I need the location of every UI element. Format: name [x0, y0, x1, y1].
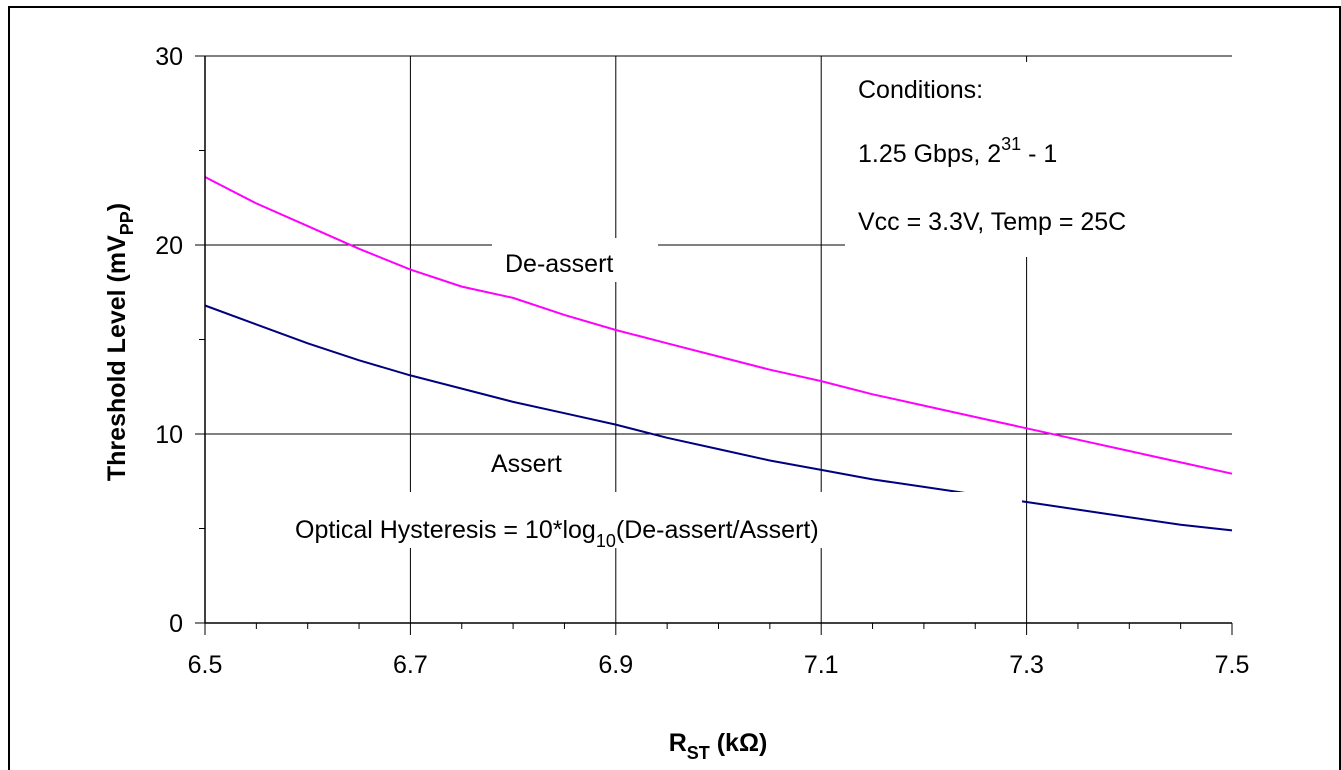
- x-axis-title: RST (kΩ): [669, 729, 768, 763]
- hysteresis-formula: Optical Hysteresis = 10*log10(De-assert/…: [295, 516, 819, 551]
- y-tick-label: 30: [155, 43, 183, 71]
- y-tick-label: 0: [169, 610, 183, 638]
- y-tick-label: 20: [155, 232, 183, 260]
- series-layer: [204, 176, 1233, 532]
- hysteresis-formula-end: (De-assert/Assert): [616, 516, 819, 544]
- axes: [195, 55, 1233, 635]
- x-tick-label: 7.5: [1215, 651, 1250, 679]
- hysteresis-formula-main: Optical Hysteresis = 10*log: [295, 516, 596, 544]
- x-axis-title-sub: ST: [687, 743, 710, 763]
- y-axis-title: Threshold Level (mVPP): [103, 203, 137, 481]
- conditions-title: Conditions:: [858, 76, 983, 104]
- series-line-assert: [204, 304, 1233, 532]
- y-axis-title-sub: PP: [117, 211, 137, 235]
- tick-labels: 6.5 6.7 6.9 7.1 7.3 7.5 0 10 20 30: [155, 43, 1249, 679]
- y-axis-title-main: Threshold Level (mV: [103, 235, 131, 481]
- x-tick-label: 6.5: [188, 651, 223, 679]
- conditions-rate: 1.25 Gbps, 231 - 1: [858, 134, 1057, 168]
- chart-frame: [8, 6, 1341, 770]
- assert-label: Assert: [491, 450, 562, 478]
- hysteresis-box: [284, 492, 1022, 548]
- x-tick-label: 7.1: [804, 651, 839, 679]
- y-tick-label: 10: [155, 421, 183, 449]
- x-tick-label: 6.9: [598, 651, 633, 679]
- x-axis-title-main: R: [669, 729, 687, 757]
- x-tick-label: 7.3: [1009, 651, 1044, 679]
- y-axis-title-end: ): [103, 203, 131, 211]
- conditions-box: [845, 62, 1235, 257]
- deassert-label: De-assert: [505, 250, 613, 278]
- conditions-rate-exponent: 31: [1001, 134, 1021, 154]
- deassert-label-bg: [492, 238, 658, 282]
- conditions-env: Vcc = 3.3V, Temp = 25C: [858, 208, 1126, 236]
- series-line-de-assert: [204, 176, 1233, 475]
- conditions-rate-base: 1.25 Gbps, 2: [858, 140, 1001, 168]
- x-axis-title-unit: (kΩ): [710, 729, 768, 757]
- x-tick-label: 6.7: [393, 651, 428, 679]
- conditions-rate-end: - 1: [1021, 140, 1057, 168]
- hysteresis-formula-sub: 10: [596, 531, 616, 551]
- assert-label-bg: [480, 443, 596, 487]
